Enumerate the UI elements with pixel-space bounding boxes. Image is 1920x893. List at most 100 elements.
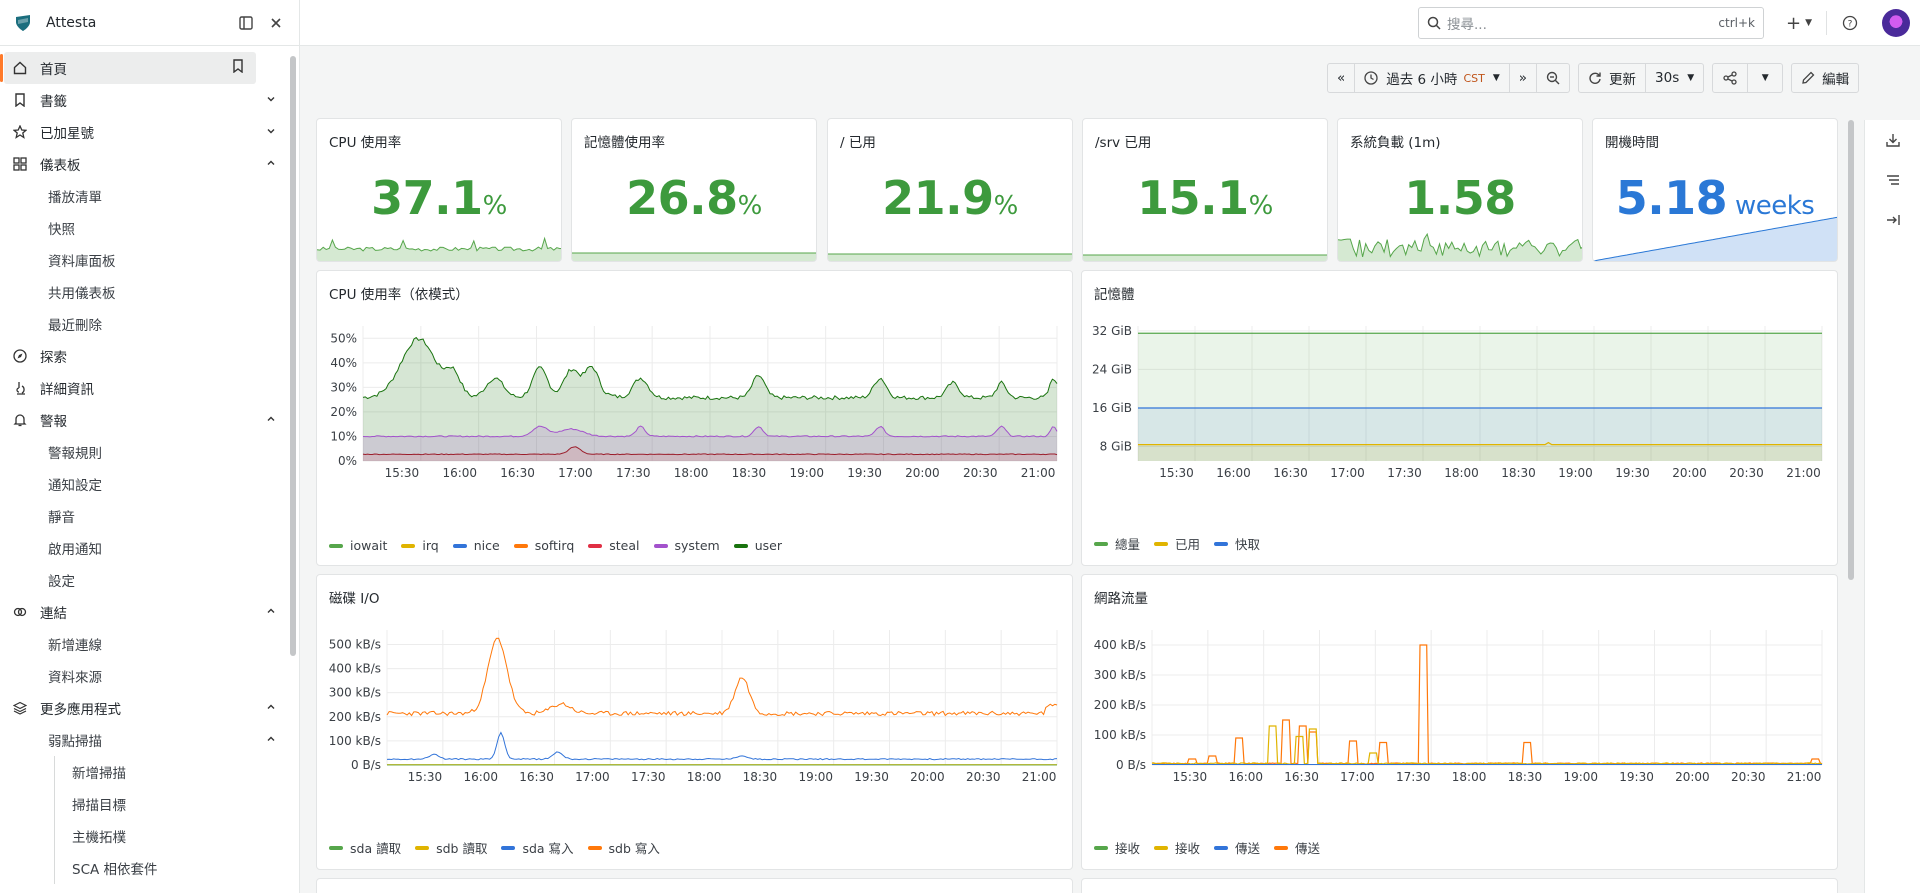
- legend-item[interactable]: system: [653, 538, 720, 553]
- sidebar-item-library[interactable]: 資料庫面板: [0, 244, 290, 276]
- sidebar-item-topology[interactable]: 主機拓樸: [54, 820, 290, 852]
- legend-item[interactable]: nice: [452, 538, 500, 553]
- sidebar-item-silences[interactable]: 靜音: [0, 500, 290, 532]
- legend-item[interactable]: softirq: [513, 538, 574, 553]
- help-button[interactable]: ?: [1838, 11, 1862, 35]
- legend-item[interactable]: sda 讀取: [329, 838, 401, 857]
- panel-cpu-mode[interactable]: CPU 使用率（依模式） 0% 10% 20% 30% 40% 50% 15:30 16:00…: [316, 270, 1073, 566]
- sidebar-item-dashboards[interactable]: 儀表板: [0, 148, 290, 180]
- time-range-picker[interactable]: 過去 6 小時 CST ▼: [1354, 63, 1510, 93]
- sparkline-area: [572, 253, 816, 261]
- sidebar-item-shared[interactable]: 共用儀表板: [0, 276, 290, 308]
- legend-item[interactable]: 傳送: [1274, 838, 1320, 857]
- sidebar-scrollbar[interactable]: [290, 56, 296, 656]
- sidebar-item-label: 警報規則: [48, 446, 102, 462]
- sparkline-line: [1593, 216, 1837, 261]
- avatar[interactable]: [1882, 9, 1910, 37]
- y-tick-label: 32 GiB: [1092, 324, 1132, 338]
- share-options-button[interactable]: ▼: [1747, 63, 1784, 93]
- stat-panel[interactable]: 開機時間 5.18 weeks: [1592, 118, 1838, 262]
- sidebar-item-settings[interactable]: 設定: [0, 564, 290, 596]
- edit-button[interactable]: 編輯: [1791, 63, 1860, 93]
- chevron-up-icon[interactable]: [264, 414, 278, 427]
- sidebar-item-more-apps[interactable]: 更多應用程式: [0, 692, 290, 724]
- share-button[interactable]: [1712, 63, 1749, 93]
- search-input[interactable]: 搜尋... ctrl+k: [1418, 7, 1764, 39]
- legend-item[interactable]: 接收: [1094, 838, 1140, 857]
- bookmark-icon[interactable]: [232, 59, 244, 77]
- chevron-up-icon[interactable]: [264, 606, 278, 619]
- sidebar-item-add-conn[interactable]: 新增連線: [0, 628, 290, 660]
- stat-panel[interactable]: 系統負載 (1m) 1.58: [1337, 118, 1583, 262]
- sidebar-item-notif[interactable]: 通知設定: [0, 468, 290, 500]
- refresh-button[interactable]: 更新: [1578, 63, 1647, 93]
- chevron-up-icon[interactable]: [264, 702, 278, 715]
- sidebar-item-sca[interactable]: SCA 相依套件: [54, 852, 290, 884]
- legend-item[interactable]: 已用: [1154, 534, 1200, 553]
- stat-panel[interactable]: /srv 已用 15.1%: [1082, 118, 1328, 262]
- sidebar-item-playlists[interactable]: 播放清單: [0, 180, 290, 212]
- chevron-down-icon[interactable]: [264, 126, 278, 139]
- sidebar-item-connections[interactable]: 連結: [0, 596, 290, 628]
- legend-label: irq: [422, 538, 439, 553]
- refresh-interval-value: 30s: [1655, 70, 1680, 86]
- legend-item[interactable]: sdb 寫入: [587, 838, 660, 857]
- sidebar: Attesta 首頁 書籤 已加星號 儀表板 播放清單 快照 資料庫面板 共用儀表板 最近刪除探…: [0, 0, 300, 893]
- legend-item[interactable]: steal: [588, 538, 640, 553]
- sidebar-item-drilldown[interactable]: 詳細資訊: [0, 372, 290, 404]
- stat-number: 15.1: [1137, 171, 1249, 225]
- y-tick-label: 0 B/s: [1116, 758, 1146, 772]
- x-tick-label: 21:00: [1021, 466, 1056, 480]
- legend-item[interactable]: 快取: [1214, 534, 1260, 553]
- x-tick-label: 20:00: [1672, 466, 1707, 480]
- legend-swatch: [1154, 541, 1169, 546]
- chevron-down-icon[interactable]: [264, 94, 278, 107]
- sidebar-item-datasources[interactable]: 資料來源: [0, 660, 290, 692]
- chevron-up-icon[interactable]: [264, 732, 278, 748]
- sidebar-item-new-scan[interactable]: 新增掃描: [54, 756, 290, 788]
- stat-panel[interactable]: CPU 使用率 37.1%: [316, 118, 562, 262]
- legend-item[interactable]: 接收: [1154, 838, 1200, 857]
- panel-partial[interactable]: [1081, 878, 1838, 893]
- sidebar-item-bookmarks[interactable]: 書籤: [0, 84, 290, 116]
- sidebar-item-alerting[interactable]: 警報: [0, 404, 290, 436]
- time-forward-button[interactable]: »: [1508, 63, 1538, 93]
- stat-panel[interactable]: / 已用 21.9%: [827, 118, 1073, 262]
- legend-item[interactable]: 傳送: [1214, 838, 1260, 857]
- legend-item[interactable]: 總量: [1094, 534, 1140, 553]
- sidebar-item-label: 靜音: [48, 510, 75, 526]
- sidebar-item-snapshots[interactable]: 快照: [0, 212, 290, 244]
- close-icon[interactable]: [267, 14, 285, 32]
- time-back-button[interactable]: «: [1327, 63, 1356, 93]
- panel-partial[interactable]: [316, 878, 1073, 893]
- sidebar-item-scan-targets[interactable]: 掃描目標: [54, 788, 290, 820]
- legend-swatch: [1214, 541, 1229, 546]
- sidebar-item-alert-rules[interactable]: 警報規則: [0, 436, 290, 468]
- refresh-interval-picker[interactable]: 30s ▼: [1645, 63, 1705, 93]
- export-button[interactable]: [1865, 120, 1920, 160]
- outline-button[interactable]: [1865, 160, 1920, 200]
- legend-swatch: [1154, 845, 1169, 850]
- sidebar-item-starred[interactable]: 已加星號: [0, 116, 290, 148]
- collapse-panel-button[interactable]: [1865, 200, 1920, 240]
- legend-item[interactable]: iowait: [329, 538, 387, 553]
- chevron-up-icon[interactable]: [264, 158, 278, 171]
- panel-network[interactable]: 網路流量 0 B/s 100 kB/s 200 kB/s 300 kB/s 400 kB…: [1081, 574, 1838, 870]
- legend-item[interactable]: user: [733, 538, 782, 553]
- legend-item[interactable]: irq: [401, 538, 439, 553]
- main-scrollbar[interactable]: [1848, 120, 1854, 580]
- legend-item[interactable]: sdb 讀取: [415, 838, 487, 857]
- zoom-out-button[interactable]: [1536, 63, 1571, 93]
- dock-menu-icon[interactable]: [237, 14, 255, 32]
- panel-disk-io[interactable]: 磁碟 I/O 0 B/s 100 kB/s 200 kB/s 300 kB/s 400 …: [316, 574, 1073, 870]
- sidebar-item-explore[interactable]: 探索: [0, 340, 290, 372]
- stat-panel[interactable]: 記憶體使用率 26.8%: [571, 118, 817, 262]
- sidebar-item-recent[interactable]: 最近刪除: [0, 308, 290, 340]
- legend-item[interactable]: sda 寫入: [501, 838, 574, 857]
- sidebar-item-home[interactable]: 首頁: [0, 52, 256, 84]
- panel-memory[interactable]: 記憶體 8 GiB 16 GiB 24 GiB 32 GiB 15:30 16:00 16:…: [1081, 270, 1838, 566]
- legend-label: 總量: [1115, 537, 1141, 552]
- sidebar-item-vuln[interactable]: 弱點掃描: [0, 724, 290, 756]
- sidebar-item-enable-notif[interactable]: 啟用通知: [0, 532, 290, 564]
- add-new-button[interactable]: + ▼: [1782, 11, 1816, 35]
